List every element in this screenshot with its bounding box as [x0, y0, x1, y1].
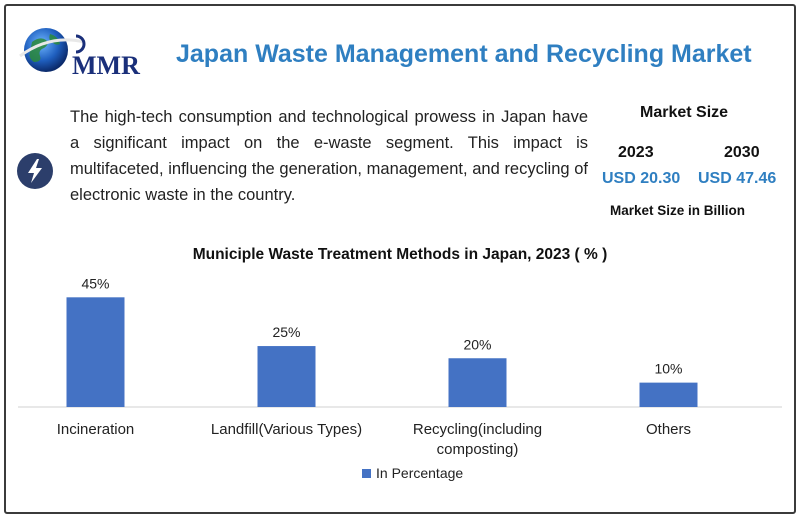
- market-year-2030: 2030: [724, 144, 760, 161]
- category-label-2-line1: composting): [437, 441, 519, 458]
- bar-2: [448, 358, 507, 407]
- data-label-1: 25%: [272, 324, 300, 340]
- data-label-3: 10%: [654, 361, 682, 377]
- market-size-title: Market Size: [640, 104, 729, 121]
- category-label-2: Recycling(including: [413, 421, 542, 438]
- data-label-2: 20%: [463, 336, 491, 352]
- market-year-2023: 2023: [618, 144, 654, 161]
- category-label-1: Landfill(Various Types): [211, 421, 362, 438]
- category-label-3: Others: [646, 421, 691, 438]
- market-value-2023: USD 20.30: [602, 170, 681, 187]
- description-text: The high-tech consumption and technologi…: [70, 108, 588, 204]
- globe-logo-icon: [19, 28, 86, 72]
- legend-swatch: [362, 469, 371, 478]
- bar-0: [66, 297, 125, 407]
- category-label-0: Incineration: [57, 421, 135, 438]
- lightning-bolt-icon: [17, 153, 53, 189]
- market-size-footnote: Market Size in Billion: [610, 203, 746, 218]
- logo-text: MMR: [72, 51, 140, 80]
- bar-1: [257, 346, 316, 407]
- data-label-0: 45%: [81, 275, 109, 291]
- chart-title: Municiple Waste Treatment Methods in Jap…: [192, 246, 608, 263]
- infographic-frame: [4, 4, 796, 514]
- mmr-logo: MMR: [19, 28, 140, 80]
- legend-label: In Percentage: [376, 465, 463, 481]
- bar-3: [639, 382, 698, 407]
- market-value-2030: USD 47.46: [698, 170, 777, 187]
- page-title: Japan Waste Management and Recycling Mar…: [176, 40, 752, 68]
